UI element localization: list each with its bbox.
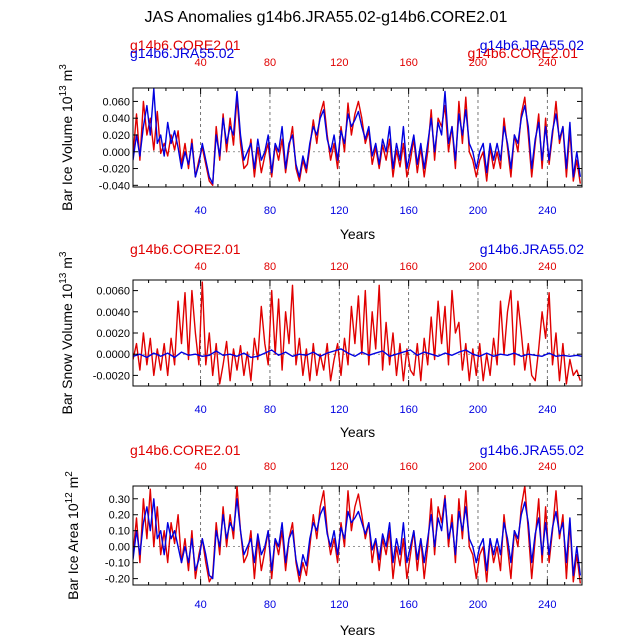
legend-right: g14b6.JRA55.02: [480, 37, 585, 53]
y-axis-label-unit: m: [59, 70, 75, 86]
xtick-label-bottom: 160: [399, 205, 417, 217]
xtick-label-top: 40: [194, 461, 206, 473]
panels: -0.040 -0.020 0.000 0.020 0.040 0.060 40 80 120 1…: [58, 37, 584, 638]
xtick-label-bottom: 120: [330, 599, 348, 611]
ytick-label: 0.0000: [96, 349, 130, 361]
series-line-jra: [133, 498, 581, 580]
xtick-label-bottom: 80: [264, 599, 276, 611]
y-axis-label: Bar Snow Volume 1013 m3: [58, 251, 75, 414]
figure-title: JAS Anomalies g14b6.JRA55.02-g14b6.CORE2…: [145, 9, 508, 26]
overlap-label-right: g14b6.CORE2.01: [467, 45, 578, 61]
xtick-label-top: 40: [194, 261, 206, 273]
xtick-label-bottom: 240: [538, 205, 556, 217]
xtick-label-bottom: 160: [399, 404, 417, 416]
ytick-label: -0.0020: [93, 370, 130, 382]
series-line-jra: [133, 88, 581, 185]
series-line-core: [133, 486, 581, 584]
xtick-label-top: 200: [469, 261, 487, 273]
xtick-label-bottom: 240: [538, 599, 556, 611]
panel-ice-volume: -0.040 -0.020 0.000 0.020 0.040 0.060 40 80 120 1…: [58, 37, 584, 242]
ytick-label: 0.0060: [96, 286, 130, 298]
legend-right: g14b6.JRA55.02: [480, 442, 585, 458]
xtick-label-bottom: 40: [194, 205, 206, 217]
y-axis-label-unit-exp: 3: [58, 64, 69, 70]
ytick-label: 0.060: [102, 96, 130, 108]
overlap-label-left: g14b6.JRA55.02: [130, 45, 235, 61]
xtick-label-bottom: 120: [330, 205, 348, 217]
xtick-label-top: 80: [264, 461, 276, 473]
y-axis-label-main: Bar Ice Volume 10: [59, 96, 75, 211]
plot-frame: [132, 87, 583, 188]
series-line-jra: [133, 348, 582, 359]
y-axis-label-unit-exp: 3: [58, 251, 69, 257]
xtick-label-bottom: 40: [194, 599, 206, 611]
ytick-label: 0.10: [109, 526, 130, 538]
ytick-label: -0.040: [99, 180, 130, 192]
legend-right: g14b6.JRA55.02: [480, 241, 585, 257]
x-axis-label: Years: [340, 226, 375, 242]
ytick-label: 0.00: [109, 542, 130, 554]
xtick-label-bottom: 200: [469, 599, 487, 611]
series-line-core: [133, 281, 581, 385]
y-axis-label-unit: m: [65, 477, 81, 493]
ytick-label: 0.020: [102, 130, 130, 142]
xtick-label-top: 240: [538, 57, 556, 69]
panel-ice-area: -0.20 -0.10 0.00 0.10 0.20 0.30 40 80 120 160 200 2…: [64, 442, 584, 638]
xtick-label-top: 120: [330, 57, 348, 69]
xtick-label-bottom: 80: [264, 205, 276, 217]
y-axis-label: Bar Ice Volume 1013 m3: [58, 64, 75, 211]
ytick-label: -0.20: [105, 574, 130, 586]
xtick-label-top: 200: [469, 57, 487, 69]
y-axis-label-exp: 13: [58, 272, 69, 284]
xtick-label-bottom: 240: [538, 404, 556, 416]
legend-left: g14b6.CORE2.01: [130, 241, 241, 257]
y-axis-label-unit-exp: 2: [64, 471, 75, 477]
xtick-label-bottom: 160: [399, 599, 417, 611]
xtick-label-top: 120: [330, 461, 348, 473]
x-axis-label: Years: [340, 622, 375, 638]
y-axis-label-unit: m: [59, 257, 75, 273]
legend-left: g14b6.CORE2.01: [130, 37, 241, 53]
ytick-label: 0.040: [102, 113, 130, 125]
y-axis-label: Bar Ice Area 1012 m2: [64, 471, 81, 600]
xtick-label-top: 240: [538, 261, 556, 273]
y-axis-label-main: Bar Ice Area 10: [65, 503, 81, 600]
xtick-label-top: 120: [330, 261, 348, 273]
xtick-label-bottom: 200: [469, 205, 487, 217]
xtick-label-top: 240: [538, 461, 556, 473]
xtick-label-top: 80: [264, 57, 276, 69]
ytick-label: -0.10: [105, 558, 130, 570]
y-axis-label-exp: 13: [58, 85, 69, 97]
xtick-label-top: 40: [194, 57, 206, 69]
xtick-label-top: 160: [399, 261, 417, 273]
ytick-label: 0.000: [102, 147, 130, 159]
xtick-label-top: 160: [399, 461, 417, 473]
panel-snow-volume: -0.0020 0.0000 0.0020 0.0040 0.0060 40 80 120 16…: [58, 241, 584, 440]
y-axis-label-exp: 12: [64, 492, 75, 504]
xtick-label-bottom: 120: [330, 404, 348, 416]
xtick-label-top: 160: [399, 57, 417, 69]
ytick-label: 0.0020: [96, 328, 130, 340]
xtick-label-bottom: 80: [264, 404, 276, 416]
xtick-label-bottom: 40: [194, 404, 206, 416]
xtick-label-top: 200: [469, 461, 487, 473]
ytick-label: 0.20: [109, 510, 130, 522]
y-axis-label-main: Bar Snow Volume 10: [59, 284, 75, 415]
ytick-label: 0.0040: [96, 307, 130, 319]
ytick-label: 0.30: [109, 494, 130, 506]
legend-left: g14b6.CORE2.01: [130, 442, 241, 458]
plot-frame: [132, 485, 583, 586]
xtick-label-top: 80: [264, 261, 276, 273]
ytick-label: -0.020: [99, 164, 130, 176]
xtick-label-bottom: 200: [469, 404, 487, 416]
x-axis-label: Years: [340, 424, 375, 440]
